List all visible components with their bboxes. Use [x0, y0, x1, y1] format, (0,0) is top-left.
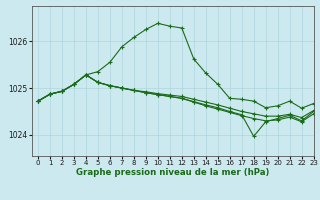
X-axis label: Graphe pression niveau de la mer (hPa): Graphe pression niveau de la mer (hPa) — [76, 168, 269, 177]
